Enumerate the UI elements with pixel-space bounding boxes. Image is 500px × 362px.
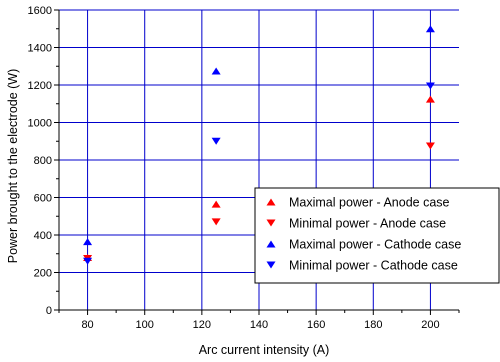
data-point xyxy=(211,137,221,145)
data-point xyxy=(211,67,221,75)
data-point xyxy=(211,218,221,226)
data-point xyxy=(83,238,93,246)
data-point xyxy=(83,257,93,265)
data-point xyxy=(211,200,221,208)
data-point xyxy=(425,95,435,103)
data-point xyxy=(425,82,435,90)
x-tick-label: 180 xyxy=(364,319,382,331)
x-axis-title: Arc current intensity (A) xyxy=(199,343,330,357)
data-point xyxy=(425,25,435,33)
y-tick-label: 400 xyxy=(34,230,52,242)
y-tick-label: 0 xyxy=(46,305,52,317)
grid-lines xyxy=(59,9,459,311)
y-tick-label: 1600 xyxy=(28,5,52,17)
x-tick-label: 120 xyxy=(193,319,211,331)
legend-marker xyxy=(266,240,276,248)
legend-label: Maximal power - Cathode case xyxy=(289,238,461,252)
y-tick-label: 600 xyxy=(34,193,52,205)
legend-label: Minimal power - Cathode case xyxy=(289,259,458,273)
y-tick-label: 200 xyxy=(34,268,52,280)
x-tick-label: 200 xyxy=(421,319,439,331)
y-tick-label: 800 xyxy=(34,155,52,167)
legend-marker xyxy=(266,261,276,269)
legend-marker xyxy=(266,198,276,206)
y-tick-label: 1200 xyxy=(28,80,52,92)
y-tick-label: 1000 xyxy=(28,118,52,130)
legend-marker xyxy=(266,219,276,227)
data-points xyxy=(83,25,435,265)
legend-label: Maximal power - Anode case xyxy=(289,196,450,210)
y-tick-label: 1400 xyxy=(28,43,52,55)
y-axis-title: Power brought to the electrode (W) xyxy=(6,69,20,264)
x-tick-label: 160 xyxy=(307,319,325,331)
x-tick-label: 80 xyxy=(81,319,93,331)
legend-box xyxy=(254,187,500,284)
tick-labels: 80 100 120 140 160 180 200 0 200 400 600 800 1000 120… xyxy=(28,5,440,331)
legend-label: Minimal power - Anode case xyxy=(289,217,446,231)
legend: Maximal power - Anode case Minimal power … xyxy=(254,187,500,284)
x-tick-label: 100 xyxy=(136,319,154,331)
axes xyxy=(54,9,460,315)
data-point xyxy=(425,142,435,150)
x-tick-label: 140 xyxy=(250,319,268,331)
